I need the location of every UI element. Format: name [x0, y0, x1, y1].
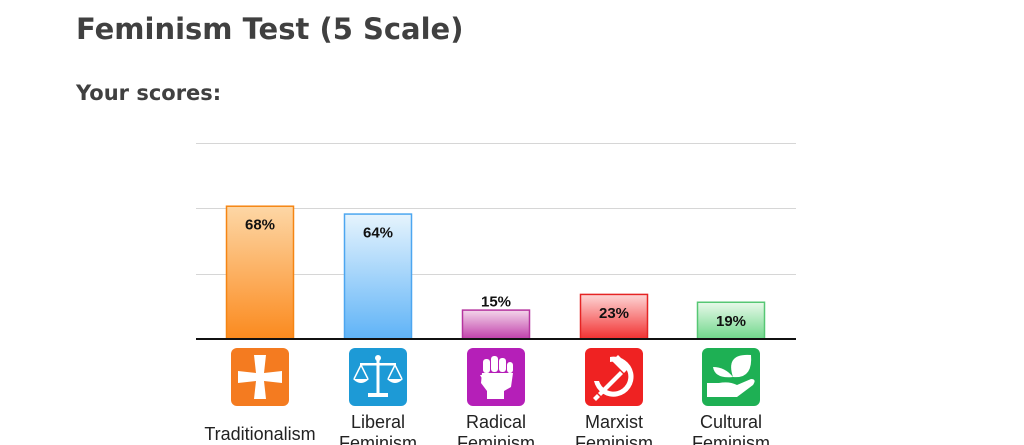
- category-label: Traditionalism: [204, 424, 315, 444]
- page-title: Feminism Test (5 Scale): [76, 12, 464, 46]
- category-label: Cultural Feminism: [692, 412, 770, 445]
- cross-icon: [231, 348, 289, 406]
- bar-value-label: 68%: [245, 217, 275, 234]
- section-title-your-scores: Your scores:: [76, 81, 222, 105]
- scales-icon: [349, 348, 407, 406]
- category-label: Marxist Feminism: [575, 412, 653, 445]
- chart-icons: [231, 348, 760, 406]
- category-label: Liberal Feminism: [339, 412, 417, 445]
- hand-leaf-icon: [702, 348, 760, 406]
- bar-0: [225, 205, 295, 340]
- bar-value-label: 23%: [599, 305, 629, 322]
- chart-gridlines: [196, 143, 796, 275]
- bar-value-label: 64%: [363, 225, 393, 242]
- hammer-sickle-icon: [585, 348, 643, 406]
- bar-2: [461, 309, 531, 340]
- chart-category-labels: Traditionalism Liberal Feminism Radical Femi…: [204, 412, 770, 445]
- category-label: Radical Feminism: [457, 412, 535, 445]
- bar-value-label: 19%: [716, 313, 746, 330]
- chart-bars: 68% 64% 15% 23% 19%: [225, 205, 766, 340]
- bar-value-label: 15%: [481, 294, 511, 311]
- raised-fist-icon: [467, 348, 525, 406]
